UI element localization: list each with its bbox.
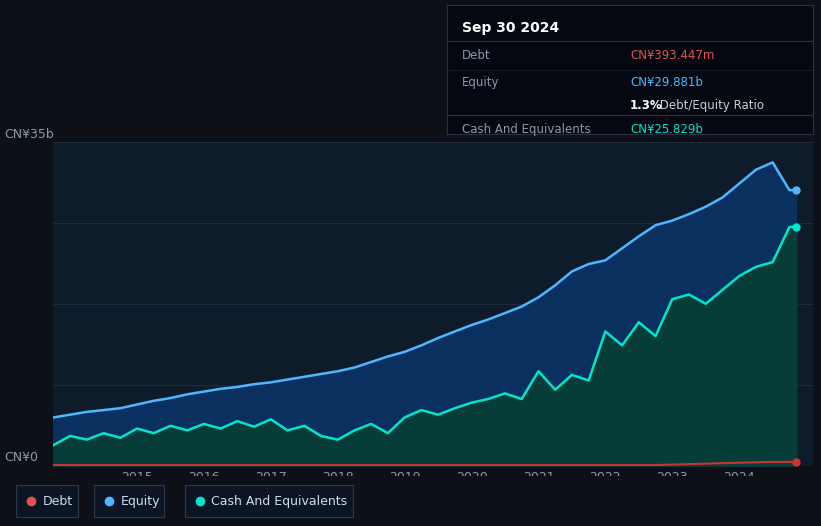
FancyBboxPatch shape (185, 485, 353, 517)
Text: Equity: Equity (121, 494, 160, 508)
Text: Debt: Debt (462, 49, 491, 62)
Text: CN¥25.829b: CN¥25.829b (631, 123, 703, 136)
Text: CN¥393.447m: CN¥393.447m (631, 49, 714, 62)
Text: Debt/Equity Ratio: Debt/Equity Ratio (656, 99, 764, 113)
Text: Cash And Equivalents: Cash And Equivalents (462, 123, 590, 136)
Text: Debt: Debt (43, 494, 73, 508)
Text: CN¥29.881b: CN¥29.881b (631, 76, 703, 89)
Text: Equity: Equity (462, 76, 499, 89)
Text: CN¥35b: CN¥35b (4, 128, 54, 140)
Text: Cash And Equivalents: Cash And Equivalents (211, 494, 347, 508)
FancyBboxPatch shape (16, 485, 78, 517)
Text: CN¥0: CN¥0 (4, 451, 38, 464)
Text: Sep 30 2024: Sep 30 2024 (462, 21, 559, 35)
FancyBboxPatch shape (94, 485, 164, 517)
Text: 1.3%: 1.3% (631, 99, 663, 113)
